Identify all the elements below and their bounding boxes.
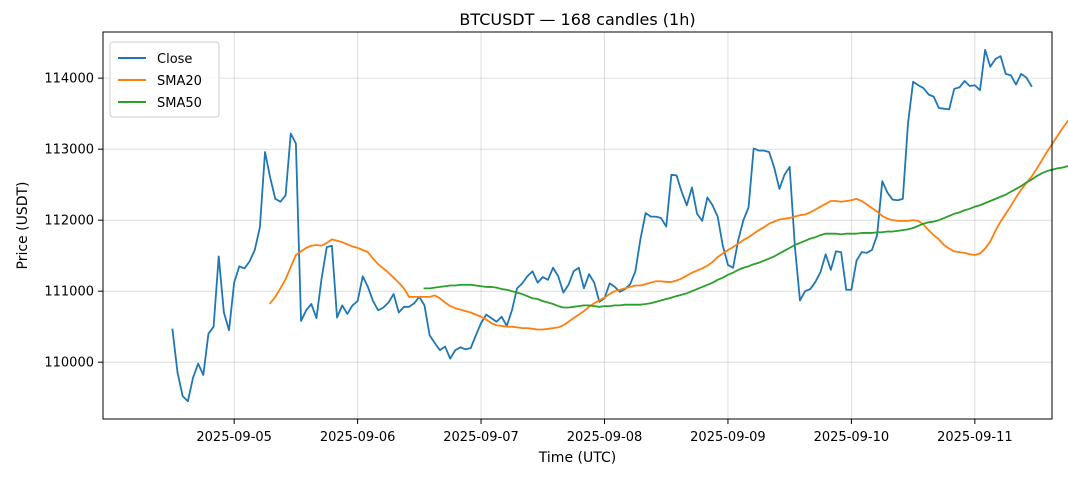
y-tick-label: 113000: [44, 143, 94, 158]
series-layer: [171, 48, 1068, 403]
series-line-sma50: [423, 165, 1068, 309]
series-line-sma20: [268, 119, 1068, 331]
y-tick-label: 114000: [44, 72, 94, 87]
series-line-close: [171, 48, 1033, 403]
legend-label-close: Close: [157, 52, 192, 67]
legend: Close SMA20 SMA50: [109, 41, 220, 118]
y-tick-label: 110000: [44, 356, 94, 371]
x-tick-label: 2025-09-09: [690, 430, 766, 445]
y-axis: 110000 111000 112000 113000 114000: [44, 72, 103, 371]
chart-title: BTCUSDT — 168 candles (1h): [459, 10, 695, 29]
x-tick-label: 2025-09-08: [567, 430, 643, 445]
y-axis-label: Price (USDT): [15, 182, 31, 270]
y-tick-label: 111000: [44, 285, 94, 300]
x-tick-label: 2025-09-07: [443, 430, 519, 445]
x-tick-label: 2025-09-06: [320, 430, 396, 445]
x-axis-label: Time (UTC): [538, 450, 616, 466]
legend-label-sma50: SMA50: [157, 96, 202, 111]
x-axis: 2025-09-05 2025-09-06 2025-09-07 2025-09-08…: [196, 419, 1013, 445]
legend-label-sma20: SMA20: [157, 74, 202, 89]
x-tick-label: 2025-09-10: [814, 430, 890, 445]
x-tick-label: 2025-09-11: [937, 430, 1013, 445]
x-tick-label: 2025-09-05: [196, 430, 272, 445]
y-tick-label: 112000: [44, 214, 94, 229]
legend-box: [109, 41, 220, 118]
plot-frame: [102, 31, 1053, 420]
